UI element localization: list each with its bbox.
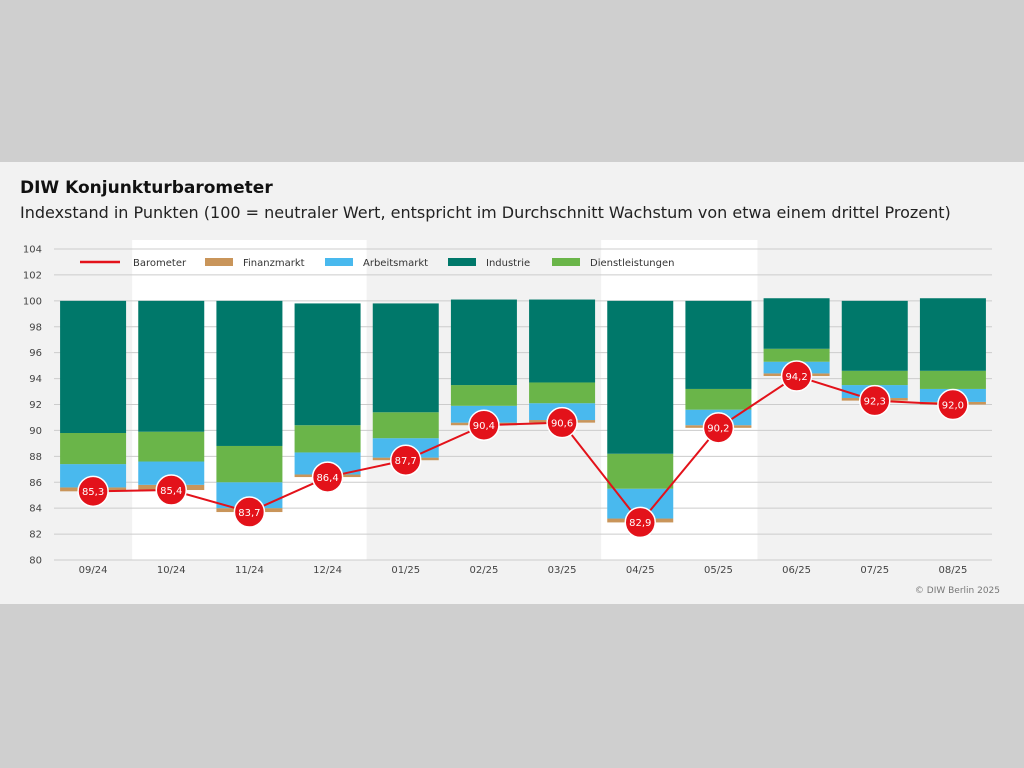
barometer-point [624, 506, 656, 539]
y-tick-label: 96 [29, 348, 42, 359]
data-label: 82,9 [629, 518, 651, 529]
x-tick-label: 06/25 [782, 565, 811, 576]
bar-dienstleistungen [607, 453, 674, 489]
x-tick-label: 05/25 [704, 565, 733, 576]
bar-industrie [294, 303, 361, 426]
bar-industrie [841, 300, 908, 371]
bar-industrie [763, 298, 830, 349]
x-tick-label: 01/25 [391, 565, 420, 576]
x-tick-label: 04/25 [626, 565, 655, 576]
y-tick-label: 100 [23, 296, 42, 307]
data-label: 90,6 [551, 418, 573, 429]
legend-label: Dienstleistungen [590, 258, 674, 269]
data-label: 92,3 [864, 396, 886, 407]
y-tick-label: 86 [29, 478, 42, 489]
bar-dienstleistungen [841, 370, 908, 386]
legend-label: Arbeitsmarkt [363, 258, 428, 269]
barometer-point [311, 461, 344, 493]
y-tick-label: 104 [23, 245, 42, 256]
x-tick-label: 08/25 [939, 565, 968, 576]
bar-industrie [685, 300, 752, 389]
barometer-point [77, 475, 109, 508]
barometer-point [155, 474, 187, 506]
x-tick-label: 07/25 [860, 565, 889, 576]
x-tick-label: 10/24 [157, 565, 186, 576]
bar-industrie [138, 300, 205, 432]
legend-label: Finanzmarkt [243, 258, 305, 269]
data-label: 92,0 [942, 400, 964, 411]
bar-dienstleistungen [294, 425, 361, 453]
y-tick-label: 82 [29, 530, 42, 541]
bar-industrie [372, 303, 439, 413]
data-label: 94,2 [785, 372, 807, 383]
barometer-point [780, 360, 813, 392]
legend-label: Industrie [486, 258, 530, 269]
barometer-point [390, 444, 422, 476]
bar-dienstleistungen [372, 412, 439, 439]
bar-dienstleistungen [685, 388, 752, 410]
y-tick-label: 84 [29, 504, 42, 515]
data-label: 90,2 [707, 424, 729, 435]
bar-dienstleistungen [60, 433, 127, 465]
bar-industrie [60, 300, 127, 434]
y-tick-label: 94 [29, 374, 42, 385]
barometer-point [233, 496, 266, 528]
barometer-point [546, 406, 578, 439]
x-tick-label: 03/25 [548, 565, 577, 576]
data-label: 83,7 [238, 508, 260, 519]
bar-industrie [450, 299, 517, 386]
legend: Barometer Finanzmarkt Arbeitsmarkt Industri… [80, 258, 674, 269]
legend-swatch-industrie [448, 258, 476, 266]
chart-grid [54, 248, 992, 561]
barometer-point [468, 409, 500, 441]
chart-canvas: 80 82 84 86 88 90 92 94 96 98 100 102 104 09/24 10/24… [23, 240, 992, 576]
legend-label: Barometer [133, 258, 187, 269]
chart-title: DIW Konjunkturbarometer [20, 178, 273, 198]
credit: © DIW Berlin 2025 [914, 586, 1000, 596]
bar-industrie [216, 300, 283, 446]
legend-swatch-arbeitsmarkt [325, 258, 353, 266]
bars [60, 298, 986, 523]
y-axis: 80 82 84 86 88 90 92 94 96 98 100 102 104 [23, 245, 42, 567]
y-tick-label: 80 [29, 556, 42, 567]
data-label: 85,4 [160, 486, 182, 497]
bar-dienstleistungen [529, 382, 596, 404]
data-label: 90,4 [473, 421, 495, 432]
bar-dienstleistungen [216, 445, 283, 483]
data-label: 86,4 [316, 473, 338, 484]
bar-industrie [529, 299, 596, 383]
x-tick-label: 11/24 [235, 565, 264, 576]
y-tick-label: 92 [29, 400, 42, 411]
bar-dienstleistungen [763, 348, 830, 362]
data-label: 87,7 [395, 456, 417, 467]
y-tick-label: 90 [29, 426, 42, 437]
barometer-point [859, 384, 891, 417]
x-tick-label: 09/24 [79, 565, 108, 576]
bar-arbeitsmarkt [138, 461, 205, 485]
legend-swatch-dienstleistungen [552, 258, 580, 266]
bar-industrie [919, 298, 986, 371]
barometer-point [702, 412, 735, 444]
bar-industrie [607, 300, 674, 454]
x-tick-label: 02/25 [470, 565, 499, 576]
bar-dienstleistungen [138, 431, 205, 462]
chart-subtitle: Indexstand in Punkten (100 = neutraler W… [20, 203, 951, 222]
data-label: 85,3 [82, 487, 104, 498]
legend-swatch-finanzmarkt [205, 258, 233, 266]
x-axis: 09/24 10/24 11/24 12/24 01/25 02/25 03/25 04/25… [79, 565, 968, 576]
barometer-markers: 85,3 85,4 83,7 86,4 87,7 90,4 90,6 82,9 90,2 94,2… [77, 360, 969, 539]
bar-dienstleistungen [919, 370, 986, 389]
y-tick-label: 102 [23, 270, 42, 281]
y-tick-label: 88 [29, 452, 42, 463]
y-tick-label: 98 [29, 322, 42, 333]
bar-dienstleistungen [450, 385, 517, 406]
barometer-point [937, 388, 969, 421]
x-tick-label: 12/24 [313, 565, 342, 576]
